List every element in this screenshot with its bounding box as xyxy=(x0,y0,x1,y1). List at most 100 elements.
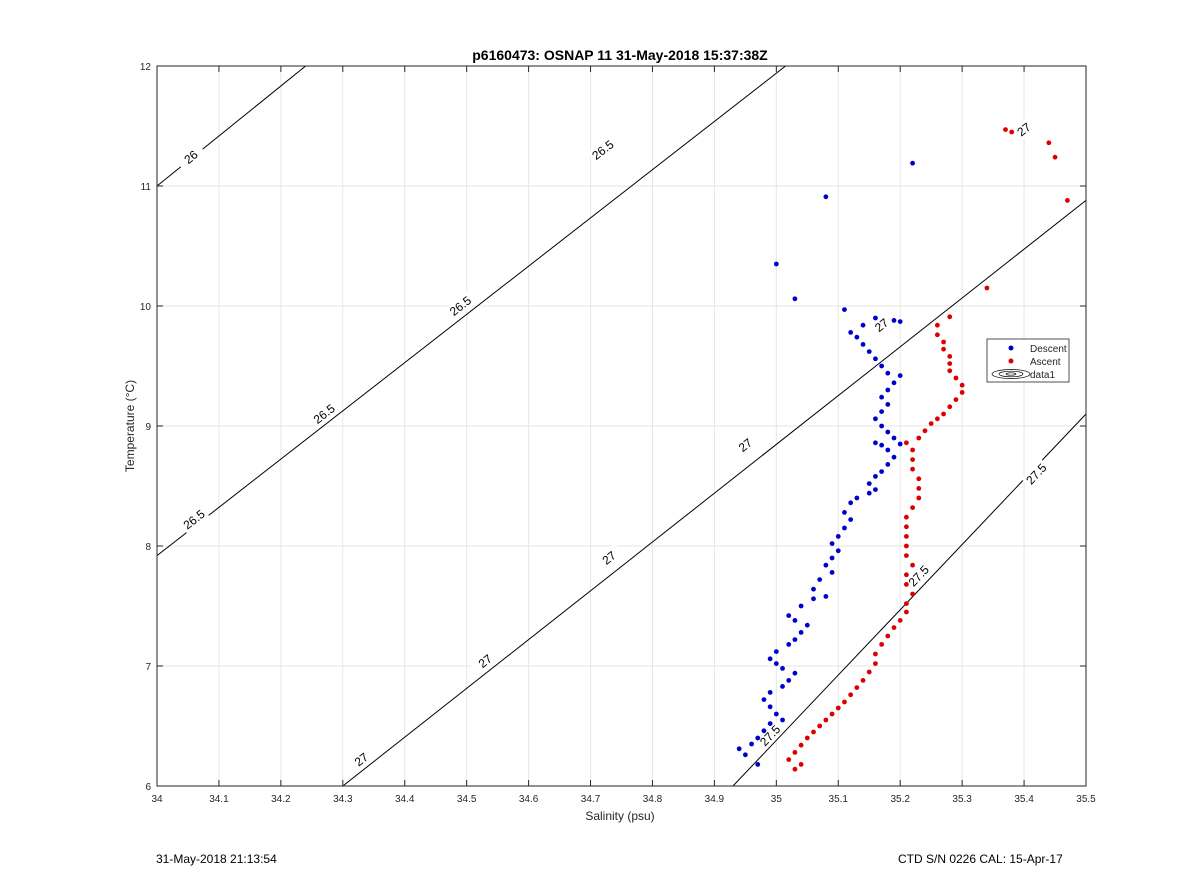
descent-point xyxy=(786,613,792,618)
descent-point xyxy=(848,500,854,506)
contour-legend-icon xyxy=(991,369,1031,379)
ascent-point xyxy=(835,705,841,711)
y-tick-label: 9 xyxy=(145,422,151,433)
ascent-point xyxy=(916,495,922,501)
ascent-point xyxy=(823,717,829,723)
y-tick-label: 10 xyxy=(140,302,152,313)
descent-point xyxy=(823,194,829,200)
descent-point xyxy=(897,441,903,447)
descent-point xyxy=(879,469,885,474)
y-axis-label: Temperature (°C) xyxy=(123,380,137,472)
descent-point xyxy=(786,678,792,683)
contour-label-bg xyxy=(729,430,761,460)
ascent-point xyxy=(934,322,940,328)
descent-point xyxy=(767,704,773,710)
legend-ascent-marker xyxy=(1008,358,1014,364)
legend-ascent-label: Ascent xyxy=(1030,357,1061,368)
x-tick-label: 35.2 xyxy=(890,794,910,805)
x-tick-label: 34.3 xyxy=(333,794,353,805)
descent-point xyxy=(773,711,779,717)
descent-point xyxy=(879,363,885,369)
descent-point xyxy=(835,534,841,539)
ascent-point xyxy=(903,572,909,578)
descent-point xyxy=(823,594,829,599)
series-ascent xyxy=(786,127,1070,772)
descent-point xyxy=(835,548,841,554)
descent-point xyxy=(792,637,798,642)
descent-point xyxy=(786,642,792,647)
x-tick-label: 34.7 xyxy=(581,794,601,805)
ascent-point xyxy=(873,651,878,657)
contour-label-bg xyxy=(1008,114,1040,144)
descent-point xyxy=(885,402,891,407)
descent-point xyxy=(792,296,798,302)
descent-point xyxy=(891,380,897,386)
descent-point xyxy=(885,370,891,376)
descent-point xyxy=(891,318,897,323)
descent-point xyxy=(829,570,835,575)
ascent-point xyxy=(848,692,854,698)
x-axis-label: Salinity (psu) xyxy=(585,809,654,823)
ascent-point xyxy=(798,742,804,748)
descent-point xyxy=(792,670,798,676)
isopycnal-line xyxy=(342,200,1086,786)
descent-point xyxy=(811,596,816,602)
data-series xyxy=(736,127,1070,772)
ascent-point xyxy=(928,421,934,426)
x-tick-label: 34.6 xyxy=(519,794,539,805)
footer-ctd-info: CTD S/N 0226 CAL: 15-Apr-17 xyxy=(898,852,1063,866)
descent-point xyxy=(891,435,897,441)
ascent-point xyxy=(947,404,953,410)
ascent-point xyxy=(792,750,798,755)
descent-point xyxy=(842,307,847,312)
ascent-point xyxy=(947,361,953,366)
ascent-point xyxy=(941,411,946,417)
legend[interactable]: Descent Ascent data1 xyxy=(986,338,1070,383)
contour-labels: 2626.526.526.526.527272727272727.527.527… xyxy=(175,114,1052,774)
x-tick-label: 34.9 xyxy=(705,794,725,805)
ascent-point xyxy=(786,757,792,762)
contour-label-bg xyxy=(178,504,210,534)
contour-label-bg xyxy=(754,719,785,751)
descent-point xyxy=(873,487,878,492)
ascent-point xyxy=(1046,140,1052,146)
descent-point xyxy=(860,342,866,347)
isopycnal-line xyxy=(157,66,787,556)
ascent-point xyxy=(1003,127,1008,132)
ascent-point xyxy=(885,633,891,639)
ascent-point xyxy=(910,562,915,568)
contour-label-bg xyxy=(469,646,501,676)
descent-point xyxy=(817,577,823,582)
descent-point xyxy=(842,525,847,531)
descent-point xyxy=(761,697,767,702)
descent-point xyxy=(848,517,854,522)
y-tick-label: 7 xyxy=(145,662,151,673)
descent-point xyxy=(823,562,829,568)
descent-point xyxy=(860,322,866,328)
contour-label-bg xyxy=(586,135,619,165)
descent-point xyxy=(873,356,878,362)
ascent-point xyxy=(842,699,847,705)
x-tick-label: 34.4 xyxy=(395,794,415,805)
descent-point xyxy=(879,423,885,429)
legend-descent-label: Descent xyxy=(1030,344,1067,355)
y-tick-label: 12 xyxy=(140,62,152,73)
ascent-point xyxy=(934,416,940,422)
ascent-point xyxy=(903,524,909,530)
x-tick-label: 34.2 xyxy=(271,794,291,805)
descent-point xyxy=(897,373,903,378)
ascent-point xyxy=(866,669,872,675)
descent-point xyxy=(798,603,804,609)
descent-point xyxy=(879,409,885,414)
x-tick-label: 35 xyxy=(771,794,783,805)
ascent-point xyxy=(910,466,915,472)
x-tick-label: 34.5 xyxy=(457,794,477,805)
descent-point xyxy=(736,746,742,752)
y-tick-label: 11 xyxy=(141,182,152,193)
footer-timestamp: 31-May-2018 21:13:54 xyxy=(156,852,277,866)
y-tick-label: 8 xyxy=(145,542,151,553)
legend-box xyxy=(986,338,1070,383)
ascent-point xyxy=(829,711,835,717)
descent-point xyxy=(848,330,854,335)
descent-point xyxy=(829,555,835,561)
